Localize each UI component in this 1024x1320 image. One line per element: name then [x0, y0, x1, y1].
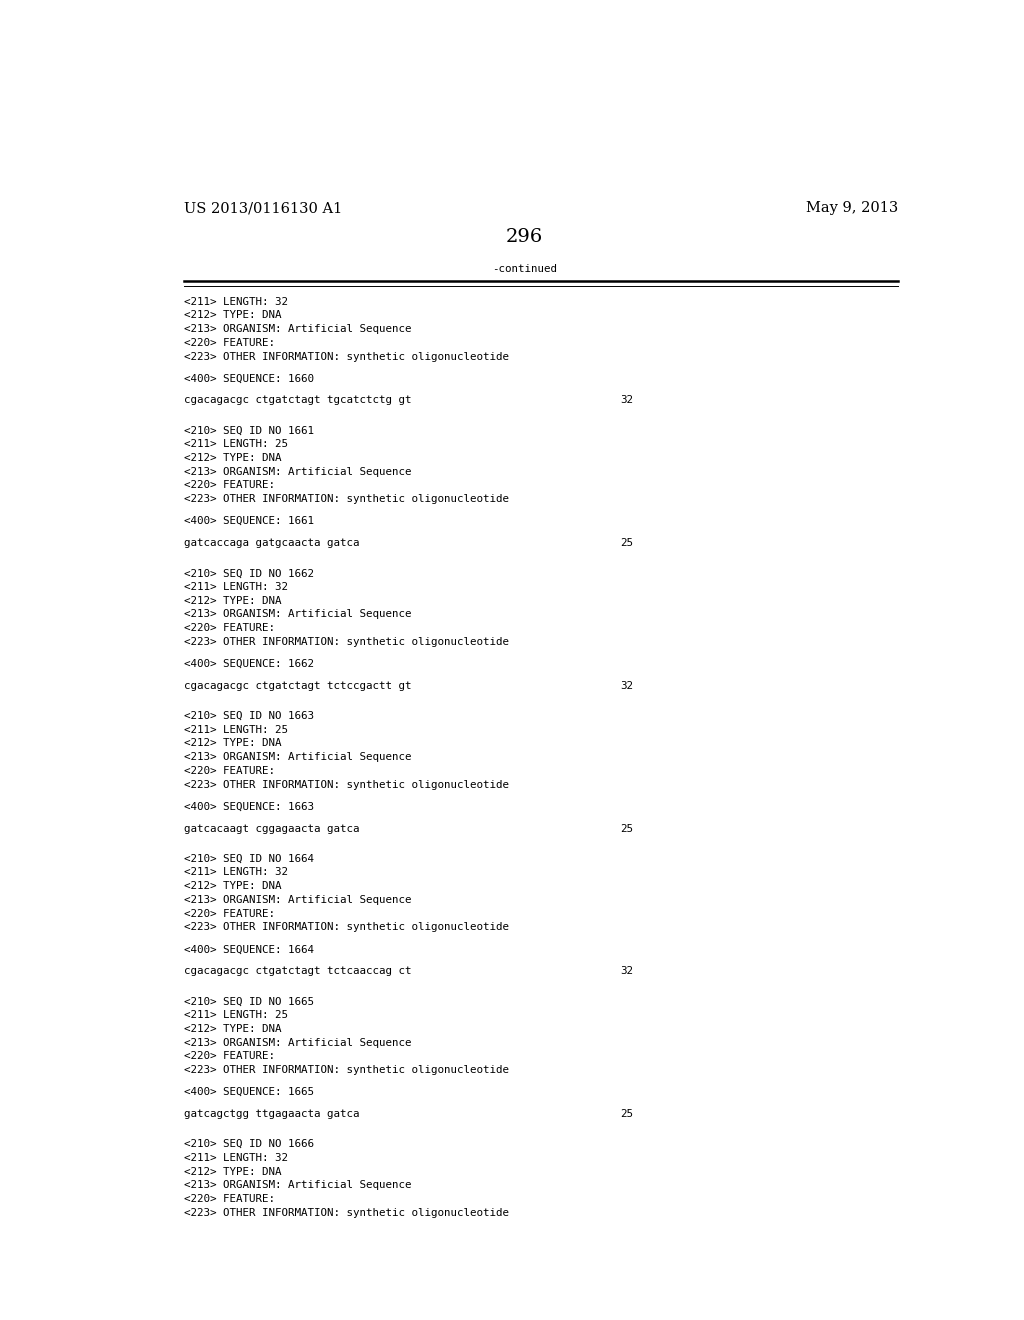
Text: <213> ORGANISM: Artificial Sequence: <213> ORGANISM: Artificial Sequence [183, 610, 411, 619]
Text: 25: 25 [620, 824, 633, 833]
Text: <213> ORGANISM: Artificial Sequence: <213> ORGANISM: Artificial Sequence [183, 1038, 411, 1048]
Text: <400> SEQUENCE: 1663: <400> SEQUENCE: 1663 [183, 801, 313, 812]
Text: 32: 32 [620, 396, 633, 405]
Text: <213> ORGANISM: Artificial Sequence: <213> ORGANISM: Artificial Sequence [183, 895, 411, 906]
Text: <400> SEQUENCE: 1661: <400> SEQUENCE: 1661 [183, 516, 313, 527]
Text: <210> SEQ ID NO 1661: <210> SEQ ID NO 1661 [183, 425, 313, 436]
Text: <213> ORGANISM: Artificial Sequence: <213> ORGANISM: Artificial Sequence [183, 325, 411, 334]
Text: <210> SEQ ID NO 1662: <210> SEQ ID NO 1662 [183, 569, 313, 578]
Text: <210> SEQ ID NO 1665: <210> SEQ ID NO 1665 [183, 997, 313, 1006]
Text: <212> TYPE: DNA: <212> TYPE: DNA [183, 738, 281, 748]
Text: <223> OTHER INFORMATION: synthetic oligonucleotide: <223> OTHER INFORMATION: synthetic oligo… [183, 923, 509, 932]
Text: <213> ORGANISM: Artificial Sequence: <213> ORGANISM: Artificial Sequence [183, 752, 411, 762]
Text: <211> LENGTH: 32: <211> LENGTH: 32 [183, 867, 288, 878]
Text: 32: 32 [620, 966, 633, 977]
Text: <211> LENGTH: 25: <211> LENGTH: 25 [183, 1010, 288, 1020]
Text: <211> LENGTH: 32: <211> LENGTH: 32 [183, 1152, 288, 1163]
Text: <213> ORGANISM: Artificial Sequence: <213> ORGANISM: Artificial Sequence [183, 467, 411, 477]
Text: gatcagctgg ttgagaacta gatca: gatcagctgg ttgagaacta gatca [183, 1109, 359, 1119]
Text: <223> OTHER INFORMATION: synthetic oligonucleotide: <223> OTHER INFORMATION: synthetic oligo… [183, 1065, 509, 1074]
Text: <212> TYPE: DNA: <212> TYPE: DNA [183, 595, 281, 606]
Text: <223> OTHER INFORMATION: synthetic oligonucleotide: <223> OTHER INFORMATION: synthetic oligo… [183, 351, 509, 362]
Text: 32: 32 [620, 681, 633, 690]
Text: <212> TYPE: DNA: <212> TYPE: DNA [183, 310, 281, 321]
Text: <400> SEQUENCE: 1660: <400> SEQUENCE: 1660 [183, 374, 313, 384]
Text: <223> OTHER INFORMATION: synthetic oligonucleotide: <223> OTHER INFORMATION: synthetic oligo… [183, 780, 509, 789]
Text: 296: 296 [506, 227, 544, 246]
Text: cgacagacgc ctgatctagt tgcatctctg gt: cgacagacgc ctgatctagt tgcatctctg gt [183, 396, 411, 405]
Text: <210> SEQ ID NO 1666: <210> SEQ ID NO 1666 [183, 1139, 313, 1150]
Text: <223> OTHER INFORMATION: synthetic oligonucleotide: <223> OTHER INFORMATION: synthetic oligo… [183, 494, 509, 504]
Text: <220> FEATURE:: <220> FEATURE: [183, 766, 274, 776]
Text: <210> SEQ ID NO 1664: <210> SEQ ID NO 1664 [183, 854, 313, 863]
Text: <212> TYPE: DNA: <212> TYPE: DNA [183, 1024, 281, 1034]
Text: US 2013/0116130 A1: US 2013/0116130 A1 [183, 201, 342, 215]
Text: <400> SEQUENCE: 1665: <400> SEQUENCE: 1665 [183, 1086, 313, 1097]
Text: <400> SEQUENCE: 1662: <400> SEQUENCE: 1662 [183, 659, 313, 669]
Text: <211> LENGTH: 25: <211> LENGTH: 25 [183, 440, 288, 449]
Text: May 9, 2013: May 9, 2013 [806, 201, 898, 215]
Text: <210> SEQ ID NO 1663: <210> SEQ ID NO 1663 [183, 711, 313, 721]
Text: <223> OTHER INFORMATION: synthetic oligonucleotide: <223> OTHER INFORMATION: synthetic oligo… [183, 638, 509, 647]
Text: <220> FEATURE:: <220> FEATURE: [183, 1195, 274, 1204]
Text: <211> LENGTH: 32: <211> LENGTH: 32 [183, 582, 288, 593]
Text: <220> FEATURE:: <220> FEATURE: [183, 338, 274, 347]
Text: <211> LENGTH: 25: <211> LENGTH: 25 [183, 725, 288, 735]
Text: <212> TYPE: DNA: <212> TYPE: DNA [183, 882, 281, 891]
Text: cgacagacgc ctgatctagt tctccgactt gt: cgacagacgc ctgatctagt tctccgactt gt [183, 681, 411, 690]
Text: <212> TYPE: DNA: <212> TYPE: DNA [183, 1167, 281, 1176]
Text: <212> TYPE: DNA: <212> TYPE: DNA [183, 453, 281, 463]
Text: <220> FEATURE:: <220> FEATURE: [183, 908, 274, 919]
Text: 25: 25 [620, 1109, 633, 1119]
Text: <211> LENGTH: 32: <211> LENGTH: 32 [183, 297, 288, 306]
Text: <220> FEATURE:: <220> FEATURE: [183, 623, 274, 634]
Text: <213> ORGANISM: Artificial Sequence: <213> ORGANISM: Artificial Sequence [183, 1180, 411, 1191]
Text: gatcacaagt cggagaacta gatca: gatcacaagt cggagaacta gatca [183, 824, 359, 833]
Text: <220> FEATURE:: <220> FEATURE: [183, 480, 274, 491]
Text: cgacagacgc ctgatctagt tctcaaccag ct: cgacagacgc ctgatctagt tctcaaccag ct [183, 966, 411, 977]
Text: <223> OTHER INFORMATION: synthetic oligonucleotide: <223> OTHER INFORMATION: synthetic oligo… [183, 1208, 509, 1218]
Text: <220> FEATURE:: <220> FEATURE: [183, 1051, 274, 1061]
Text: 25: 25 [620, 539, 633, 548]
Text: -continued: -continued [493, 264, 557, 275]
Text: <400> SEQUENCE: 1664: <400> SEQUENCE: 1664 [183, 944, 313, 954]
Text: gatcaccaga gatgcaacta gatca: gatcaccaga gatgcaacta gatca [183, 539, 359, 548]
